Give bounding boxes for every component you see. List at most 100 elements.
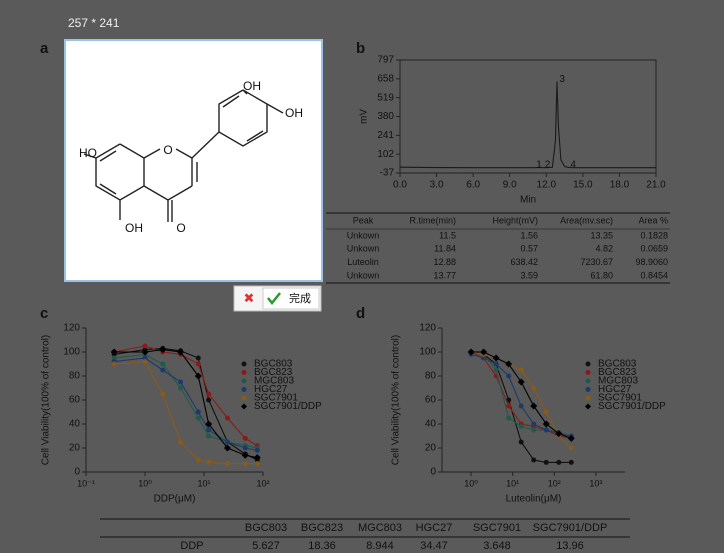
x-axis-label: DDP(μM) [154, 494, 196, 505]
legend-marker [585, 403, 591, 410]
selection: HO OH OH O OH O [64, 39, 323, 282]
panel-label: a [40, 40, 49, 57]
point [505, 360, 513, 368]
table-header: Area(mv.sec) [560, 215, 613, 225]
table-cell: Unkown [347, 230, 380, 240]
point [556, 459, 562, 465]
y-axis-label: mV [359, 109, 370, 124]
point [142, 355, 148, 361]
table-cell: 5.627 [252, 540, 280, 552]
y-axis-label: Cell Viability(100% of control) [391, 335, 402, 465]
point [223, 444, 231, 452]
table-cell: 0.8454 [640, 270, 668, 280]
atom-label: O [176, 221, 185, 235]
table-cell: 98.9060 [635, 257, 668, 267]
atom-label: HO [79, 146, 97, 160]
y-tick-label: 80 [69, 371, 81, 382]
point [518, 439, 524, 445]
y-tick-label: 0 [430, 467, 436, 478]
point [206, 459, 212, 465]
x-tick-label: 10² [548, 478, 561, 488]
table-cell: 4.82 [595, 244, 613, 254]
peak-label: 3 [559, 74, 565, 85]
point [177, 348, 185, 356]
legend-marker [241, 403, 247, 410]
y-tick-label: 40 [69, 419, 81, 430]
legend-label: MGC803 [598, 376, 638, 387]
y-tick-label: 120 [63, 323, 80, 334]
point [542, 420, 550, 428]
point [480, 348, 488, 356]
y-tick-label: 60 [425, 395, 437, 406]
legend-marker [241, 395, 247, 401]
x-tick-label: 10¹ [506, 478, 519, 488]
table-cell: Unkown [347, 270, 380, 280]
selection-box[interactable] [64, 39, 323, 282]
legend-marker [241, 378, 247, 384]
point [506, 415, 512, 421]
crop-toolbar: ✖ 完成 [233, 285, 322, 312]
bond [191, 131, 220, 159]
point [242, 445, 248, 451]
y-tick-label: 80 [425, 371, 437, 382]
point [531, 421, 537, 427]
confirm-button[interactable] [262, 287, 320, 310]
point [568, 445, 574, 451]
cancel-button[interactable]: ✖ [244, 290, 255, 305]
point [492, 354, 500, 362]
table-cell: 61.80 [590, 270, 613, 280]
bond [143, 148, 161, 159]
x-tick-label: 10⁻¹ [77, 478, 95, 488]
peak-label: 4 [570, 160, 576, 171]
panel-label: b [356, 40, 365, 57]
check-icon [267, 292, 281, 306]
point [142, 343, 148, 349]
y-tick-label: 0 [74, 467, 80, 478]
point [530, 402, 538, 410]
x-tick-label: 10⁰ [464, 478, 478, 488]
table-cell: DDP [180, 540, 203, 552]
legend-marker [585, 370, 591, 375]
point [206, 427, 212, 433]
point [160, 391, 166, 397]
legend-marker [585, 395, 591, 401]
table-cell: 13.96 [556, 540, 584, 552]
y-tick-label: 40 [425, 419, 437, 430]
point [206, 433, 212, 439]
y-tick-label: 60 [69, 395, 81, 406]
point [205, 420, 213, 428]
table-cell: 12.88 [433, 257, 456, 267]
y-tick-label: -37 [380, 168, 395, 179]
point [111, 361, 117, 367]
point [195, 415, 201, 421]
x-axis-label: Min [520, 195, 536, 206]
x-tick-label: 18.0 [610, 180, 630, 191]
bond [222, 95, 240, 108]
x-axis-label: Luteolin(μM) [506, 494, 562, 505]
x-tick-label: 0.0 [393, 180, 407, 191]
legend-marker [585, 378, 591, 384]
legend-label: BGC823 [254, 367, 293, 378]
atom-label: O [163, 143, 172, 157]
table-header: Area % [638, 215, 668, 225]
point [493, 367, 499, 373]
legend-label: SGC7901 [254, 393, 298, 404]
point [254, 447, 260, 453]
legend-marker [585, 361, 591, 367]
point [242, 435, 248, 441]
point [518, 403, 524, 409]
point [517, 378, 525, 386]
point [206, 391, 212, 397]
point [178, 439, 184, 445]
confirm-label: 完成 [289, 291, 311, 305]
table-cell: 1.56 [520, 230, 538, 240]
point [467, 348, 475, 356]
y-tick-label: 658 [377, 73, 394, 84]
y-tick-label: 20 [69, 443, 81, 454]
table-cell: 8.944 [366, 540, 394, 552]
table-cell: 34.47 [420, 540, 448, 552]
x-tick-label: 12.0 [537, 180, 557, 191]
point [160, 367, 166, 373]
point [518, 423, 524, 429]
x-tick-label: 10¹ [197, 478, 210, 488]
